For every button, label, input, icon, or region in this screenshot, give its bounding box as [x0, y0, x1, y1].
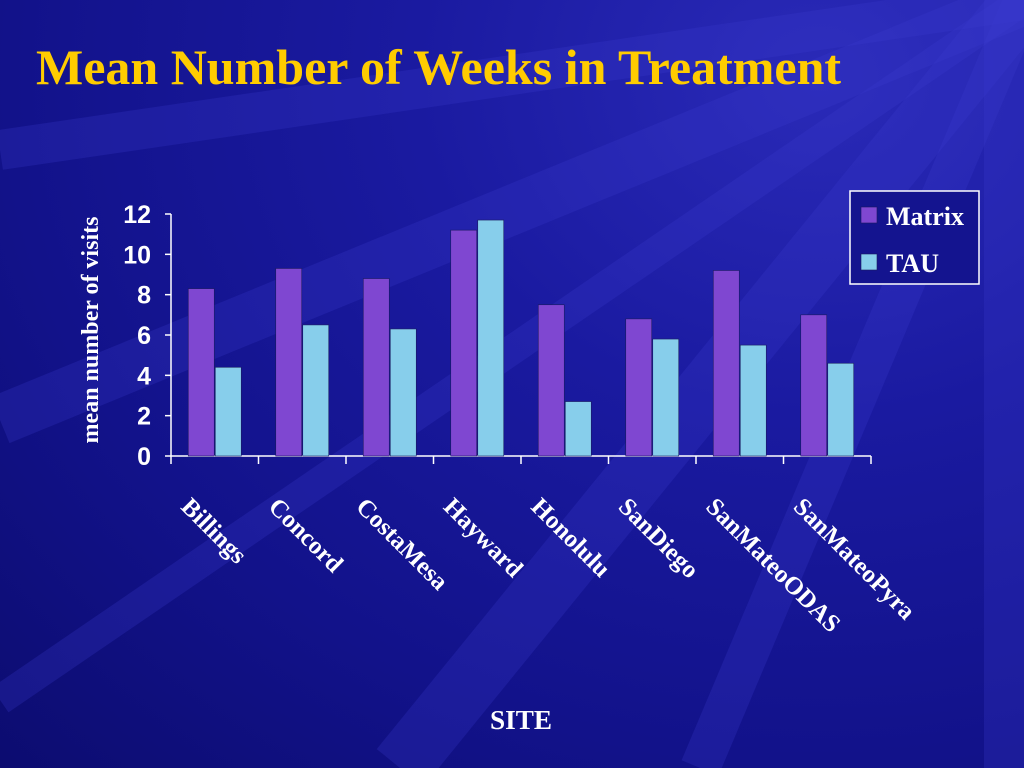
x-axis-title: SITE [490, 705, 552, 735]
y-tick-label: 2 [137, 403, 151, 431]
legend-label: TAU [886, 249, 939, 278]
y-tick-label: 6 [137, 322, 151, 350]
bar-matrix [187, 288, 215, 457]
slide-title: Mean Number of Weeks in Treatment [36, 39, 842, 95]
bar-tau [389, 328, 417, 457]
bar-tau [827, 362, 855, 457]
x-category-label: Hayward [438, 493, 528, 583]
bar-matrix [712, 270, 740, 457]
x-category-label: SanDiego [613, 493, 704, 584]
bar-tau [477, 219, 505, 457]
bar-matrix [362, 278, 390, 457]
x-category-label: CostaMesa [351, 493, 454, 596]
bar-tau [652, 338, 680, 457]
bar-matrix [537, 304, 565, 457]
bar-tau [214, 366, 242, 457]
bar-matrix [450, 229, 478, 457]
legend-label: Matrix [886, 202, 964, 231]
bar-matrix [800, 314, 828, 457]
bar-tau [564, 401, 592, 457]
legend-swatch-matrix [860, 206, 878, 224]
bar-matrix [625, 318, 653, 457]
y-axis-title: mean number of visits [78, 217, 104, 444]
x-category-label: Concord [263, 493, 348, 578]
x-category-label: Billings [176, 493, 252, 569]
y-tick-label: 12 [123, 201, 151, 229]
x-category-label: Honolulu [526, 493, 616, 583]
y-tick-label: 8 [137, 282, 151, 310]
y-tick-label: 4 [137, 362, 151, 390]
bar-tau [739, 344, 767, 457]
bar-matrix [275, 268, 303, 457]
y-tick-label: 10 [123, 241, 151, 269]
bar-tau [302, 324, 330, 457]
y-tick-label: 0 [137, 443, 151, 471]
legend-swatch-tau [860, 253, 878, 271]
